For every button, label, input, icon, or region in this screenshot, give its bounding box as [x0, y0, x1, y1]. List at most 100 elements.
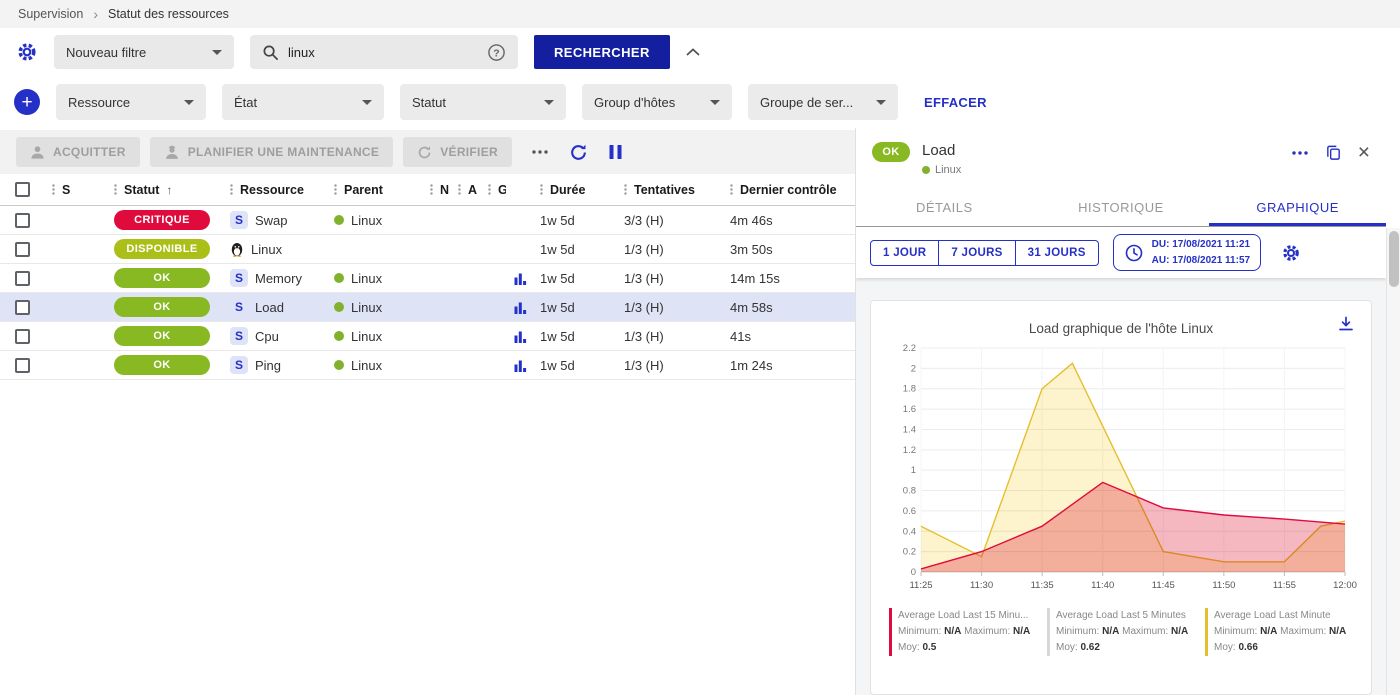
service-icon: S — [230, 211, 248, 229]
resource-name[interactable]: Cpu — [255, 328, 279, 344]
parent-status-dot — [334, 302, 344, 312]
range-31days-button[interactable]: 31 JOURS — [1015, 239, 1099, 266]
drag-handle-icon — [540, 183, 543, 196]
panel-subtitle[interactable]: Linux — [935, 164, 962, 176]
parent-status-dot — [334, 331, 344, 341]
row-checkbox[interactable] — [14, 241, 30, 257]
row-checkbox[interactable] — [14, 299, 30, 315]
copy-link-icon[interactable] — [1325, 144, 1342, 161]
saved-filter-select[interactable]: Nouveau filtre — [54, 35, 234, 69]
tab-history[interactable]: HISTORIQUE — [1078, 200, 1164, 215]
row-checkbox[interactable] — [14, 212, 30, 228]
parent-name[interactable]: Linux — [351, 357, 383, 373]
parent-name[interactable]: Linux — [351, 270, 383, 286]
table-row[interactable]: DISPONIBLE Linux 1w 5d 1/3 (H) 3m 50s — [0, 235, 855, 264]
criteria-dropdown-state[interactable]: État — [222, 84, 384, 120]
search-button[interactable]: RECHERCHER — [534, 35, 670, 69]
table-row[interactable]: OK S Load Linux 1w 5d 1/3 (H) 4m 58s — [0, 293, 855, 322]
svg-text:11:35: 11:35 — [1031, 580, 1054, 591]
more-actions-icon[interactable] — [531, 150, 549, 154]
parent-name[interactable]: Linux — [351, 328, 383, 344]
column-header-a[interactable]: A — [450, 174, 480, 205]
range-button-group: 1 JOUR 7 JOURS 31 JOURS — [870, 239, 1099, 266]
settings-gear-icon[interactable] — [16, 41, 38, 63]
range-7days-button[interactable]: 7 JOURS — [939, 239, 1016, 266]
search-box[interactable]: ? — [250, 35, 518, 69]
last-check-cell: 4m 46s — [730, 212, 773, 228]
table-row[interactable]: CRITIQUE S Swap Linux 1w 5d 3/3 (H) 4m 46s — [0, 206, 855, 235]
breadcrumb-supervision[interactable]: Supervision — [18, 7, 84, 21]
resource-name[interactable]: Linux — [251, 241, 283, 257]
criteria-dropdown-status[interactable]: Statut — [400, 84, 566, 120]
maintenance-button[interactable]: PLANIFIER UNE MAINTENANCE — [149, 137, 394, 167]
column-header-resource[interactable]: Ressource — [222, 174, 326, 205]
check-button[interactable]: VÉRIFIER — [403, 137, 512, 167]
svg-text:1.8: 1.8 — [903, 384, 916, 395]
column-header-parent[interactable]: Parent — [326, 174, 422, 205]
scrollbar-thumb[interactable] — [1389, 231, 1399, 287]
column-header-severity[interactable]: S — [44, 174, 106, 205]
refresh-icon[interactable] — [569, 143, 588, 162]
panel-status-badge: OK — [872, 142, 910, 162]
row-checkbox[interactable] — [14, 270, 30, 286]
range-1day-button[interactable]: 1 JOUR — [870, 239, 940, 266]
criteria-dropdown-servicegroup[interactable]: Groupe de ser... — [748, 84, 898, 120]
drag-handle-icon — [52, 183, 55, 196]
service-icon: S — [230, 327, 248, 345]
row-checkbox[interactable] — [14, 357, 30, 373]
panel-scrollbar[interactable] — [1386, 228, 1400, 695]
criteria-dropdown-hostgroup[interactable]: Group d'hôtes — [582, 84, 732, 120]
content: ACQUITTER PLANIFIER UNE MAINTENANCE VÉRI… — [0, 128, 1400, 695]
table-row[interactable]: OK S Cpu Linux 1w 5d 1/3 (H) 41s — [0, 322, 855, 351]
date-range-picker[interactable]: DU: 17/08/2021 11:21 AU: 17/08/2021 11:5… — [1112, 234, 1262, 271]
help-icon[interactable]: ? — [487, 43, 506, 62]
svg-text:2.2: 2.2 — [903, 343, 916, 354]
tab-details[interactable]: DÉTAILS — [915, 200, 973, 215]
resource-name[interactable]: Memory — [255, 270, 302, 286]
column-header-n[interactable]: N — [422, 174, 450, 205]
svg-text:11:25: 11:25 — [909, 580, 932, 591]
column-header-duration[interactable]: Durée — [532, 174, 616, 205]
graph-icon[interactable] — [514, 301, 527, 314]
column-header-last-check[interactable]: Dernier contrôle — [722, 174, 855, 205]
row-checkbox[interactable] — [14, 328, 30, 344]
clear-filters-button[interactable]: EFFACER — [924, 94, 987, 110]
table-row[interactable]: OK S Ping Linux 1w 5d 1/3 (H) 1m 24s — [0, 351, 855, 380]
drag-handle-icon — [334, 183, 337, 196]
column-header-tries[interactable]: Tentatives — [616, 174, 722, 205]
panel-title: Load — [922, 142, 956, 159]
filter-bar: Nouveau filtre ? RECHERCHER — [0, 28, 1400, 76]
add-criteria-icon[interactable]: + — [14, 89, 40, 115]
date-from: DU: 17/08/2021 11:21 — [1151, 239, 1251, 250]
legend-item[interactable]: Average Load Last 15 Minu... Minimum: N/… — [889, 608, 1037, 656]
breadcrumb-separator-icon: › — [93, 6, 98, 22]
legend-item[interactable]: Average Load Last Minute Minimum: N/A Ma… — [1205, 608, 1353, 656]
graph-icon[interactable] — [514, 330, 527, 343]
graph-settings-gear-icon[interactable] — [1281, 243, 1301, 263]
download-icon[interactable] — [1337, 315, 1355, 333]
resource-name[interactable]: Ping — [255, 357, 282, 373]
select-all-checkbox[interactable] — [14, 182, 30, 197]
tab-graph[interactable]: GRAPHIQUE — [1209, 188, 1386, 226]
parent-name[interactable]: Linux — [351, 299, 383, 315]
close-icon[interactable]: × — [1357, 141, 1370, 164]
acknowledge-button[interactable]: ACQUITTER — [16, 137, 140, 167]
actions-toolbar: ACQUITTER PLANIFIER UNE MAINTENANCE VÉRI… — [0, 130, 855, 174]
graph-icon[interactable] — [514, 359, 527, 372]
search-input[interactable] — [288, 44, 478, 60]
parent-name[interactable]: Linux — [351, 212, 383, 228]
column-header-g[interactable]: G — [480, 174, 506, 205]
resource-name[interactable]: Swap — [255, 212, 288, 228]
check-icon — [417, 145, 432, 160]
table-row[interactable]: OK S Memory Linux 1w 5d 1/3 (H) 14m 15s — [0, 264, 855, 293]
column-header-status[interactable]: Statut ↑ — [106, 174, 222, 205]
graph-icon[interactable] — [514, 272, 527, 285]
resource-name[interactable]: Load — [255, 299, 284, 315]
criteria-dropdown-resource[interactable]: Ressource — [56, 84, 206, 120]
pause-icon[interactable] — [608, 144, 623, 160]
breadcrumb-current[interactable]: Statut des ressources — [108, 7, 229, 21]
svg-text:11:40: 11:40 — [1091, 580, 1114, 591]
collapse-filters-icon[interactable] — [686, 48, 700, 56]
legend-item[interactable]: Average Load Last 5 Minutes Minimum: N/A… — [1047, 608, 1195, 656]
panel-more-actions-icon[interactable] — [1291, 150, 1309, 155]
